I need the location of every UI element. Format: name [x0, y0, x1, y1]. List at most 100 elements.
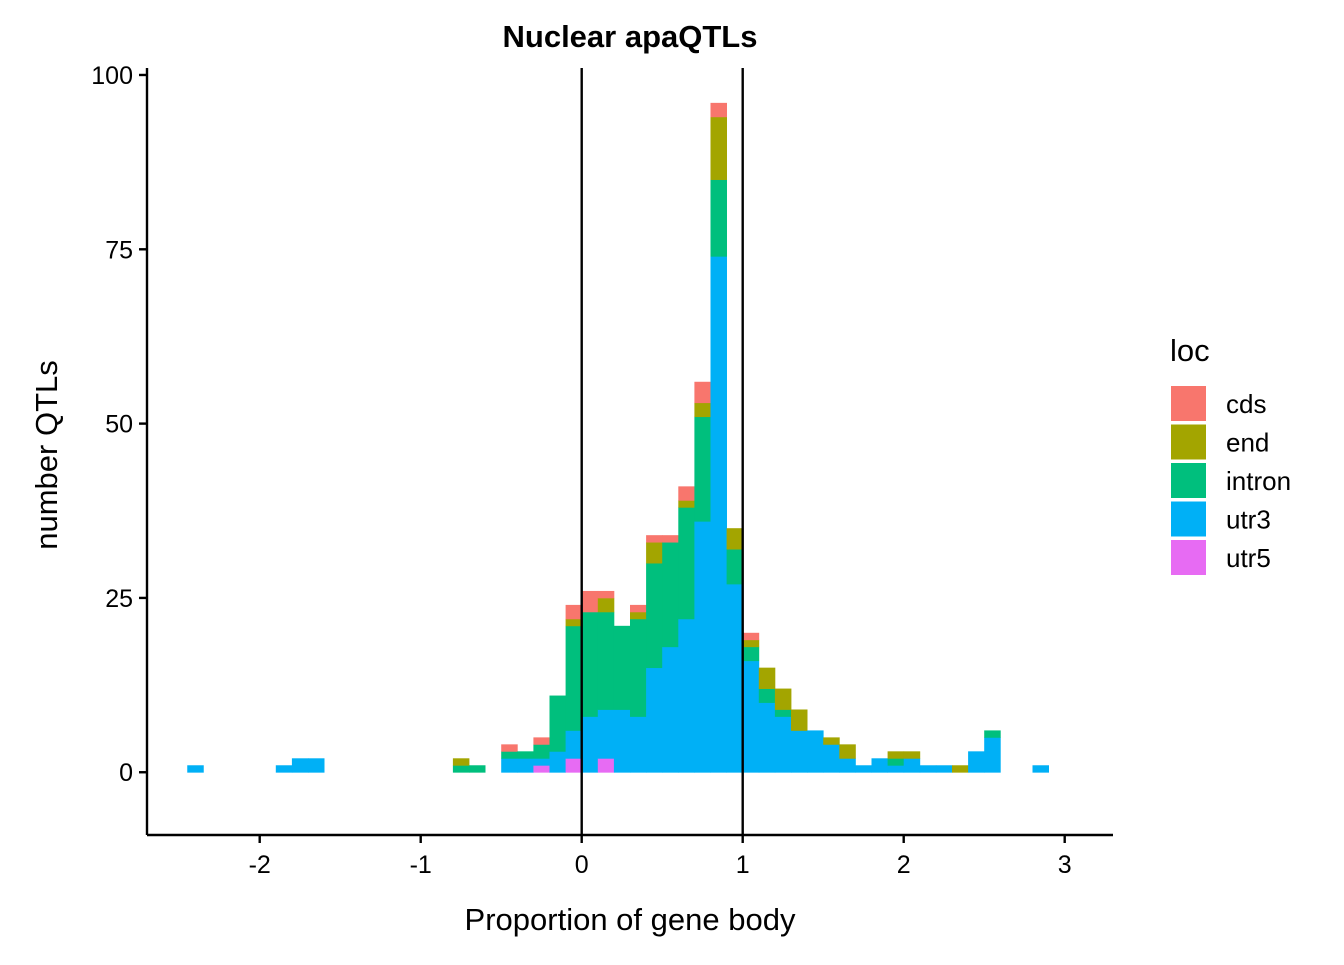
bar-intron-18 [694, 416, 711, 522]
bar-utr3-37 [1032, 765, 1049, 773]
bar-utr3-30 [887, 765, 905, 773]
bar-end-22 [758, 667, 776, 689]
bar-utr3-9 [549, 751, 566, 773]
bar-utr3-0 [187, 765, 204, 773]
legend-swatch-utr3 [1171, 501, 1206, 537]
legend-label-cds: cds [1226, 389, 1266, 419]
bar-end-34 [952, 765, 969, 773]
bar-end-21 [742, 639, 760, 648]
legend: loc cds end intron utr3 utr5 [1170, 333, 1291, 575]
bar-end-26 [823, 737, 840, 745]
legend-swatch-end [1171, 424, 1206, 460]
bar-end-19 [710, 116, 727, 180]
y-axis: 0 25 50 75 100 [91, 62, 149, 835]
y-tick-label-0: 0 [119, 759, 133, 787]
bar-intron-15 [646, 563, 663, 669]
chart-title: Nuclear apaQTLs [503, 19, 758, 54]
bar-utr3-24 [791, 730, 808, 773]
x-tick-label-2: 0 [575, 851, 589, 879]
x-axis-title: Proportion of gene body [465, 902, 796, 937]
bar-intron-6 [501, 751, 518, 759]
bar-intron-14 [630, 618, 647, 717]
bar-utr3-17 [678, 618, 695, 773]
bar-intron-11 [581, 611, 599, 717]
bar-intron-22 [758, 688, 776, 703]
bar-utr5-12 [597, 758, 615, 773]
x-tick-label-4: 2 [897, 851, 911, 879]
bar-cds-11 [581, 590, 599, 613]
bar-end-24 [791, 709, 808, 731]
bar-cds-17 [678, 486, 695, 501]
bar-utr3-32 [919, 765, 937, 773]
bar-intron-36 [984, 730, 1001, 738]
legend-swatch-utr5 [1171, 540, 1206, 575]
bar-end-30 [887, 751, 905, 759]
bar-end-18 [694, 402, 711, 418]
bar-end-12 [597, 597, 615, 613]
y-tick-label-4: 100 [91, 62, 133, 90]
y-axis-title: number QTLs [29, 360, 64, 550]
bar-intron-19 [710, 179, 727, 257]
bar-intron-21 [742, 646, 760, 662]
bar-utr5-8 [533, 765, 550, 773]
bar-utr3-3 [308, 758, 325, 773]
x-tick-label-1: -1 [410, 851, 432, 879]
bar-intron-17 [678, 507, 695, 620]
bar-utr3-10 [565, 730, 583, 759]
bar-intron-4 [452, 765, 470, 773]
bar-cds-19 [710, 102, 727, 118]
bar-end-17 [678, 500, 695, 508]
bar-utr3-25 [807, 730, 824, 773]
bar-utr3-13 [613, 709, 631, 773]
bar-intron-23 [774, 709, 792, 717]
bar-intron-12 [597, 611, 615, 710]
bar-intron-8 [533, 744, 550, 759]
bar-utr3-12 [597, 709, 615, 759]
x-tick-label-5: 3 [1058, 851, 1072, 879]
bar-cds-8 [533, 737, 550, 745]
y-tick-label-1: 25 [105, 585, 133, 613]
legend-label-utr3: utr3 [1226, 505, 1271, 535]
bar-intron-30 [887, 758, 905, 766]
bar-utr3-28 [855, 765, 872, 773]
legend-label-end: end [1226, 428, 1269, 458]
bar-utr3-14 [630, 716, 647, 773]
bar-utr3-18 [694, 521, 711, 773]
bar-utr3-33 [935, 765, 953, 773]
bar-intron-5 [469, 765, 486, 773]
bar-utr3-35 [968, 751, 985, 773]
bar-end-15 [646, 542, 663, 564]
bar-cds-15 [646, 535, 663, 543]
legend-title: loc [1170, 333, 1210, 368]
bar-utr3-29 [871, 758, 888, 773]
y-tick-label-2: 50 [105, 411, 133, 439]
legend-label-intron: intron [1226, 466, 1291, 496]
bar-utr3-31 [903, 758, 921, 773]
bar-utr3-8 [533, 758, 550, 766]
bar-intron-7 [517, 751, 534, 759]
bar-utr3-15 [646, 667, 663, 773]
bar-utr5-10 [565, 758, 583, 773]
bar-end-4 [452, 758, 470, 766]
bar-cds-12 [597, 590, 615, 599]
legend-swatch-cds [1171, 386, 1206, 421]
bar-cds-18 [694, 381, 711, 404]
bar-utr3-6 [501, 758, 518, 773]
reference-lines [580, 68, 744, 835]
bar-utr3-26 [823, 744, 840, 773]
bar-cds-10 [565, 604, 583, 620]
bar-end-31 [903, 751, 921, 759]
bar-cds-16 [662, 535, 679, 543]
bar-intron-9 [549, 695, 566, 752]
bar-utr3-7 [517, 758, 534, 773]
bar-utr3-22 [758, 702, 776, 773]
bar-utr3-36 [984, 737, 1001, 773]
bar-end-10 [565, 618, 583, 627]
legend-swatch-intron [1171, 463, 1206, 498]
x-tick-label-3: 1 [736, 851, 750, 879]
y-tick-label-3: 75 [105, 236, 133, 264]
bar-end-14 [630, 611, 647, 620]
bar-utr3-21 [742, 660, 760, 773]
